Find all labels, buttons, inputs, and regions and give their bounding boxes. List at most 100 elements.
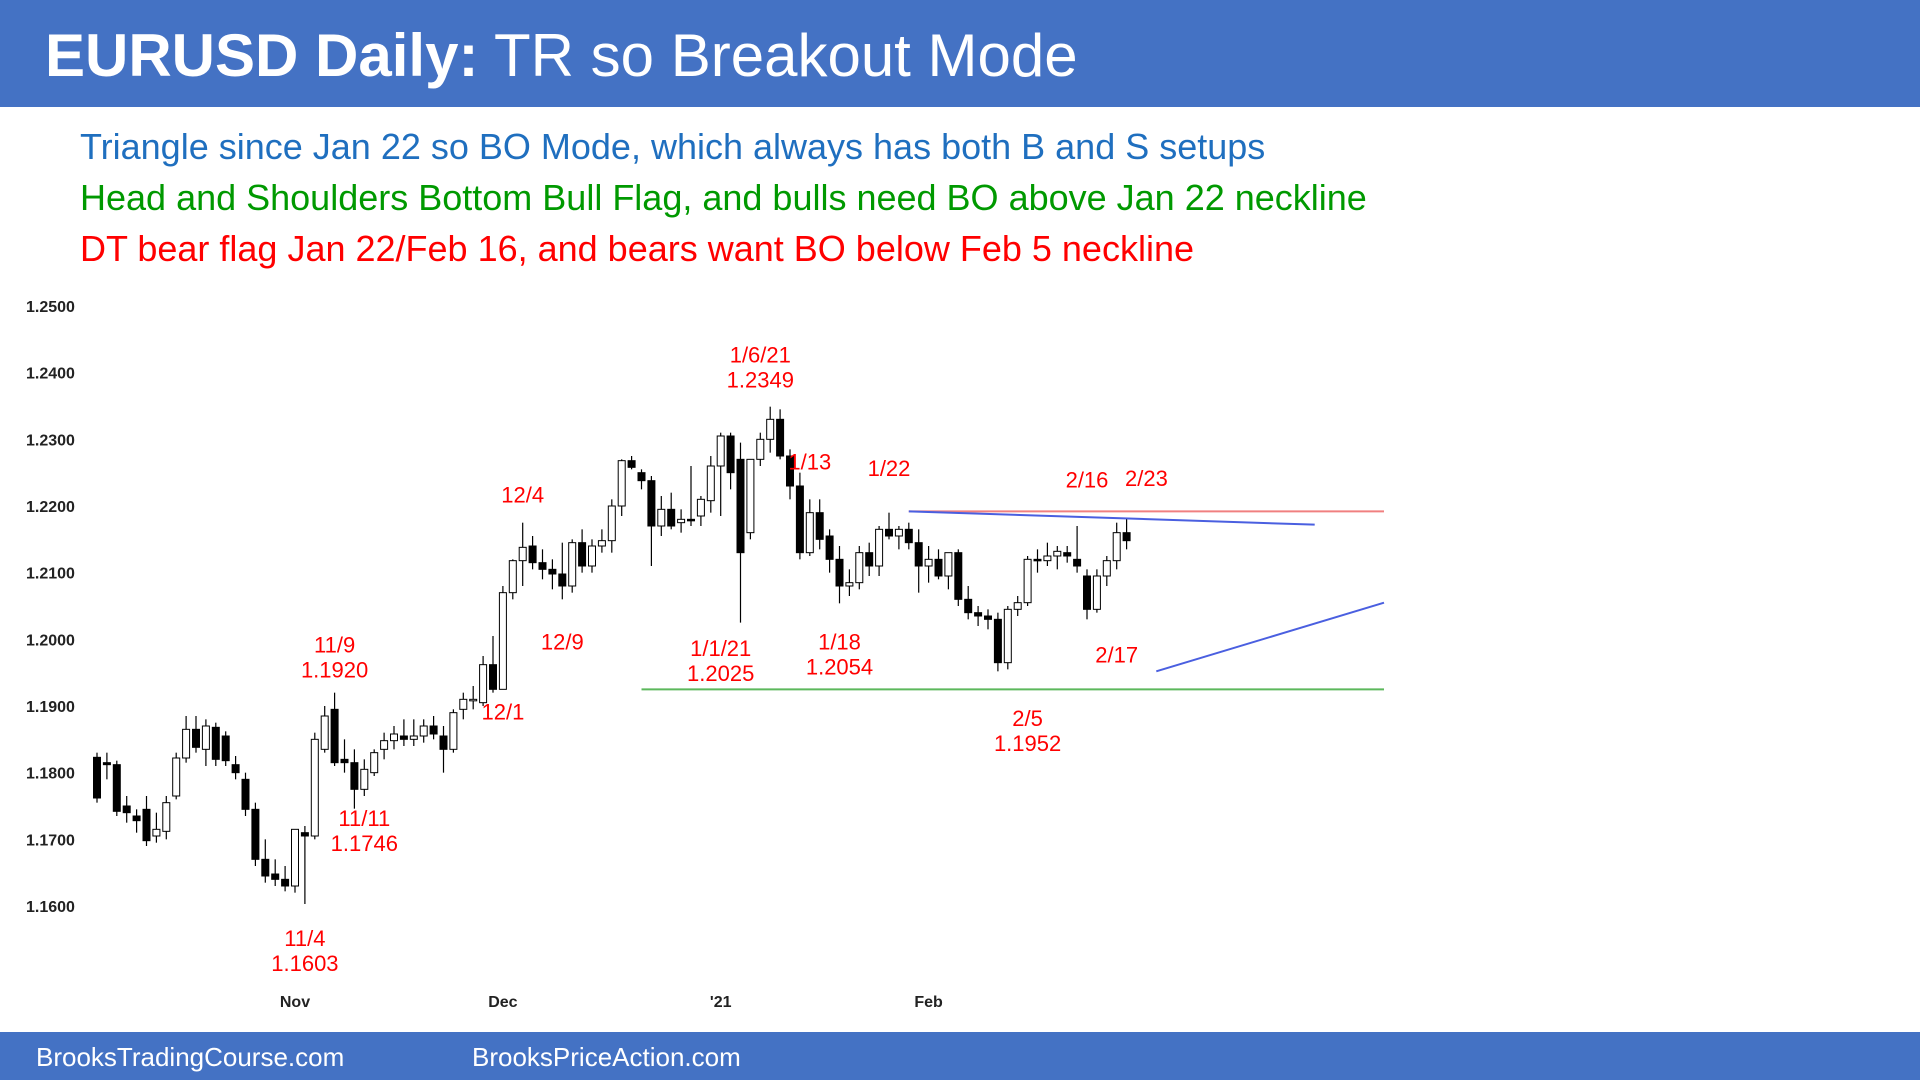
candle-body [399, 735, 408, 740]
y-tick-label: 1.1700 [26, 832, 75, 849]
candle-body [469, 698, 478, 702]
candle-body [964, 598, 973, 614]
candle-body [766, 418, 775, 440]
candle-body [439, 735, 448, 750]
candle-body [449, 712, 458, 750]
price-annotation: 1/18 [818, 629, 861, 654]
x-tick-label: Feb [914, 994, 943, 1011]
x-tick-label: Nov [280, 994, 310, 1011]
candle-body [746, 458, 755, 534]
candle-body [1003, 608, 1012, 664]
candle-body [182, 728, 191, 759]
candle-body [647, 480, 656, 527]
price-annotation: 1.1952 [994, 731, 1061, 756]
y-tick-label: 1.1800 [26, 766, 75, 783]
candle-body [498, 592, 507, 690]
candle-body [538, 562, 547, 570]
candle-body [1092, 575, 1101, 610]
candle-body [904, 528, 913, 544]
title-subtitle: TR so Breakout Mode [494, 22, 1078, 89]
candle-body [726, 435, 735, 474]
candle-body [786, 455, 794, 487]
footer-bar [0, 1032, 1920, 1080]
note-triangle: Triangle since Jan 22 so BO Mode, which … [80, 126, 1266, 167]
candle-body [1102, 560, 1111, 577]
candlestick-chart: 1.2500 1.2400 1.2300 1.2200 1.2100 1.2000 1.19… [26, 299, 1385, 1011]
candle-body [597, 540, 606, 547]
candle-body [885, 528, 893, 537]
candle-body [914, 542, 923, 567]
candle-body [93, 756, 101, 799]
candle-body [132, 815, 141, 822]
note-double-top: DT bear flag Jan 22/Feb 16, and bears wa… [80, 228, 1194, 269]
candle-body [142, 808, 151, 842]
triangle-bottom-line [1156, 601, 1385, 673]
candle-body [795, 485, 804, 554]
price-annotation: 1/6/21 [730, 343, 791, 368]
footer-link-brookstradingcourse[interactable]: BrooksTradingCourse.com [36, 1042, 345, 1072]
candle-body [588, 545, 596, 567]
candle-body [1063, 552, 1072, 557]
candle-body [835, 558, 844, 587]
candle-body [310, 738, 319, 837]
y-tick-label: 1.2500 [26, 299, 75, 316]
price-annotation: 1/1/21 [690, 636, 751, 661]
candle-body [518, 546, 527, 562]
candle-body [508, 560, 517, 594]
candle-body [578, 542, 587, 567]
candle-body [241, 778, 250, 810]
candle-body [825, 535, 834, 560]
candle-body [627, 460, 636, 468]
candle-body [677, 518, 686, 524]
price-annotation: 1.2349 [727, 368, 794, 393]
candle-body [409, 735, 418, 740]
candle-body [489, 664, 497, 690]
price-annotation: 2/5 [1012, 706, 1043, 731]
candle-body [350, 762, 359, 790]
candle-body [607, 505, 616, 542]
candle-body [776, 418, 785, 457]
title-bar: EURUSD Daily: TR so Breakout Mode [0, 0, 1920, 107]
page-title: EURUSD Daily: TR so Breakout Mode [45, 20, 1078, 92]
y-tick-label: 1.2200 [26, 499, 75, 516]
candle-body [716, 435, 725, 467]
candle-body [390, 733, 398, 742]
candle-body [805, 512, 814, 554]
y-tick-label: 1.1600 [26, 899, 75, 916]
candle-body [993, 618, 1002, 664]
candle-body [1073, 558, 1082, 567]
candle-body [954, 552, 963, 600]
note-head-shoulders: Head and Shoulders Bottom Bull Flag, and… [80, 177, 1367, 218]
x-tick-label: Dec [488, 994, 517, 1011]
candle-body [1112, 532, 1121, 562]
candle-body [1023, 558, 1032, 604]
y-tick-label: 1.2300 [26, 432, 75, 449]
candle-body [528, 545, 537, 564]
candle-body [657, 508, 666, 527]
candle-body [1053, 550, 1062, 557]
candle-body [924, 558, 933, 567]
y-tick-label: 1.2000 [26, 632, 75, 649]
footer-link-brookspriceaction[interactable]: BrooksPriceAction.com [472, 1042, 741, 1072]
candle-body [984, 615, 992, 620]
candle-body [380, 740, 389, 750]
candle-body [568, 542, 577, 587]
candle-body [112, 764, 121, 812]
price-annotation: 11/4 [284, 926, 325, 951]
candle-body [865, 552, 874, 567]
candle-body [340, 758, 349, 764]
candle-body [1122, 532, 1131, 542]
candle-body [300, 832, 309, 837]
candle-body [172, 757, 181, 797]
candle-body [231, 764, 240, 774]
price-annotation: 11/11 [338, 806, 390, 831]
price-annotation: 2/23 [1125, 466, 1168, 491]
price-annotation: 12/1 [481, 699, 524, 724]
candle-body [894, 528, 903, 537]
candle-body [974, 612, 983, 617]
candle-body [934, 558, 943, 577]
candle-body [637, 472, 646, 482]
candle-body [281, 878, 290, 887]
candle-body [1083, 575, 1091, 610]
candle-body [320, 715, 329, 750]
